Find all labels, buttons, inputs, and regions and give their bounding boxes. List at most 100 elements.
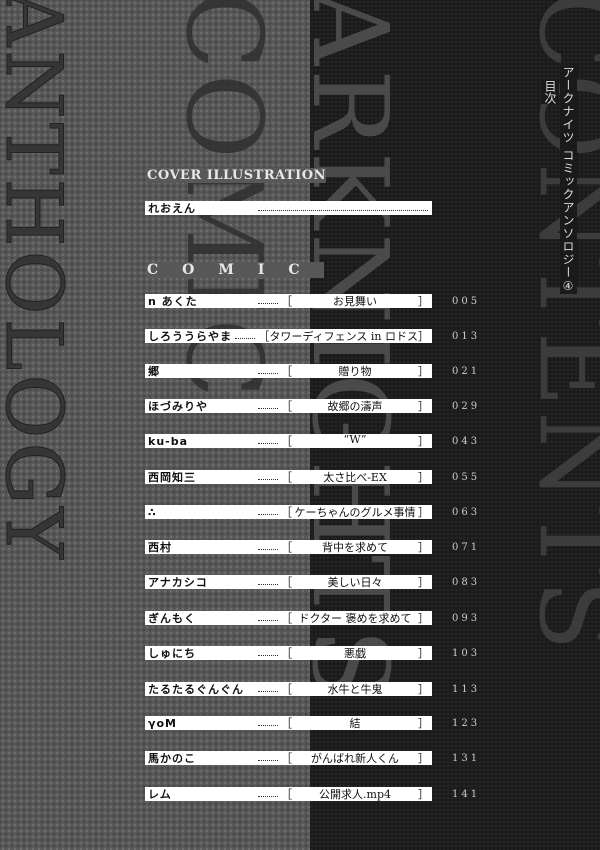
entry-title: がんばれ新人くん — [278, 750, 432, 766]
entry-title-text: 結 — [349, 717, 361, 730]
entry-title: 故郷の濤声 — [278, 398, 432, 414]
entry-title: 悪戯 — [278, 645, 432, 661]
entry-title: ケーちゃんのグルメ事情 — [278, 504, 432, 520]
entry-author: n あくた — [148, 295, 198, 308]
leader-dots — [258, 513, 278, 515]
cover-author: れおえん — [148, 202, 196, 215]
toc-entry[interactable]: しゅにち 悪戯 — [145, 646, 432, 660]
entry-author: γoM — [148, 716, 177, 730]
entry-author: しろううらやま — [148, 330, 232, 343]
dark-background — [310, 0, 600, 850]
toc-entry[interactable]: 郷 贈り物 — [145, 364, 432, 378]
entry-author: 郷 — [148, 365, 160, 378]
entry-title: 贈り物 — [278, 363, 432, 379]
entry-page-number: 093 — [452, 613, 481, 624]
entry-author: レム — [148, 788, 172, 801]
leader-dots — [258, 209, 428, 211]
toc-entry[interactable]: ほづみりや 故郷の濤声 — [145, 399, 432, 413]
leader-dots — [258, 302, 278, 304]
entry-author: 西岡知三 — [148, 471, 196, 484]
entry-title-text: がんばれ新人くん — [311, 752, 399, 765]
entry-author: たるたるぐんぐん — [148, 683, 244, 696]
leader-dots — [258, 759, 278, 761]
entry-title: 太さ比べ-EX — [278, 469, 432, 485]
entry-page-number: 113 — [452, 684, 481, 695]
entry-title: ドクター 褒めを求めて — [278, 610, 432, 626]
toc-entry[interactable]: ku-ba “W” — [145, 433, 432, 449]
entry-author: しゅにち — [148, 647, 196, 660]
leader-dots — [258, 407, 278, 409]
entry-page-number: 103 — [452, 648, 481, 659]
entry-title: 美しい日々 — [278, 574, 432, 590]
leader-dots — [258, 724, 278, 726]
entry-author: ∴ — [148, 505, 157, 519]
leader-dots — [258, 619, 278, 621]
leader-dots — [258, 690, 278, 692]
leader-dots — [258, 654, 278, 656]
entry-page-number: 131 — [452, 753, 481, 764]
comic-heading: COMIC — [147, 262, 324, 278]
entry-page-number: 063 — [452, 507, 481, 518]
entry-page-number: 013 — [452, 331, 481, 342]
toc-entry[interactable]: 馬かのこ がんばれ新人くん — [145, 751, 432, 765]
entry-title-text: お見舞い — [333, 295, 377, 308]
leader-dots — [258, 548, 278, 550]
entry-author: ku-ba — [148, 434, 189, 448]
entry-author: アナカシコ — [148, 576, 208, 589]
entry-author: ぎんもく — [148, 612, 196, 625]
entry-title-text: 美しい日々 — [327, 576, 383, 589]
leader-dots — [258, 583, 278, 585]
toc-entry[interactable]: レム 公開求人.mp4 — [145, 787, 432, 801]
entry-author: 馬かのこ — [148, 752, 196, 765]
entry-title-text: “W” — [343, 433, 367, 446]
bg-word-arknights: ARKNIGHTS — [289, 0, 411, 704]
entry-title: “W” — [278, 433, 432, 449]
entry-title-text: タワーディフェンス in ロドス — [269, 330, 418, 343]
entry-title-text: 水牛と牛鬼 — [327, 683, 383, 696]
toc-entry[interactable]: n あくた お見舞い — [145, 294, 432, 308]
bg-word-anthology: ANTHOLOGY — [0, 0, 79, 563]
toc-entry[interactable]: γoM 結 — [145, 716, 432, 730]
toc-entry[interactable]: 西村 背中を求めて — [145, 540, 432, 554]
entry-page-number: 123 — [452, 718, 481, 729]
entry-title-text: 贈り物 — [338, 365, 372, 378]
halftone-background — [0, 0, 310, 850]
entry-page-number: 055 — [452, 472, 481, 483]
entry-title-text: 公開求人.mp4 — [319, 788, 391, 801]
toc-entry[interactable]: 西岡知三 太さ比べ-EX — [145, 470, 432, 484]
entry-author: 西村 — [148, 541, 172, 554]
entry-title: 公開求人.mp4 — [278, 786, 432, 802]
entry-title: 背中を求めて — [278, 539, 432, 555]
entry-title-text: 太さ比べ-EX — [323, 471, 387, 484]
entry-title: お見舞い — [278, 293, 432, 309]
cover-row: れおえん — [145, 201, 432, 215]
entry-author: ほづみりや — [148, 400, 208, 413]
entry-title: タワーディフェンス in ロドス — [255, 328, 432, 344]
entry-title-text: ドクター 褒めを求めて — [298, 612, 412, 625]
entry-page-number: 043 — [452, 436, 481, 447]
entry-title: 水牛と牛鬼 — [278, 681, 432, 697]
toc-entry[interactable]: たるたるぐんぐん 水牛と牛鬼 — [145, 682, 432, 696]
entry-title-text: 故郷の濤声 — [327, 400, 383, 413]
toc-entry[interactable]: ぎんもく ドクター 褒めを求めて — [145, 611, 432, 625]
leader-dots — [258, 372, 278, 374]
entry-page-number: 083 — [452, 577, 481, 588]
leader-dots — [258, 478, 278, 480]
leader-dots — [258, 795, 278, 797]
entry-page-number: 071 — [452, 542, 481, 553]
leader-dots — [235, 337, 256, 339]
toc-entry[interactable]: しろううらやま タワーディフェンス in ロドス — [145, 329, 432, 343]
entry-title-text: ケーちゃんのグルメ事情 — [294, 506, 416, 519]
entry-page-number: 005 — [452, 296, 481, 307]
bg-word-contents: CONTENTS — [516, 0, 600, 655]
book-title: アークナイツ コミックアンソロジー④ — [560, 66, 577, 294]
entry-title: 結 — [278, 715, 432, 731]
page-title: 目次 — [542, 80, 559, 104]
entry-page-number: 029 — [452, 401, 481, 412]
toc-entry[interactable]: アナカシコ 美しい日々 — [145, 575, 432, 589]
entry-title-text: 悪戯 — [344, 647, 366, 660]
entry-title-text: 背中を求めて — [322, 541, 388, 554]
toc-entry[interactable]: ∴ ケーちゃんのグルメ事情 — [145, 505, 432, 519]
entry-page-number: 141 — [452, 789, 481, 800]
entry-page-number: 021 — [452, 366, 481, 377]
